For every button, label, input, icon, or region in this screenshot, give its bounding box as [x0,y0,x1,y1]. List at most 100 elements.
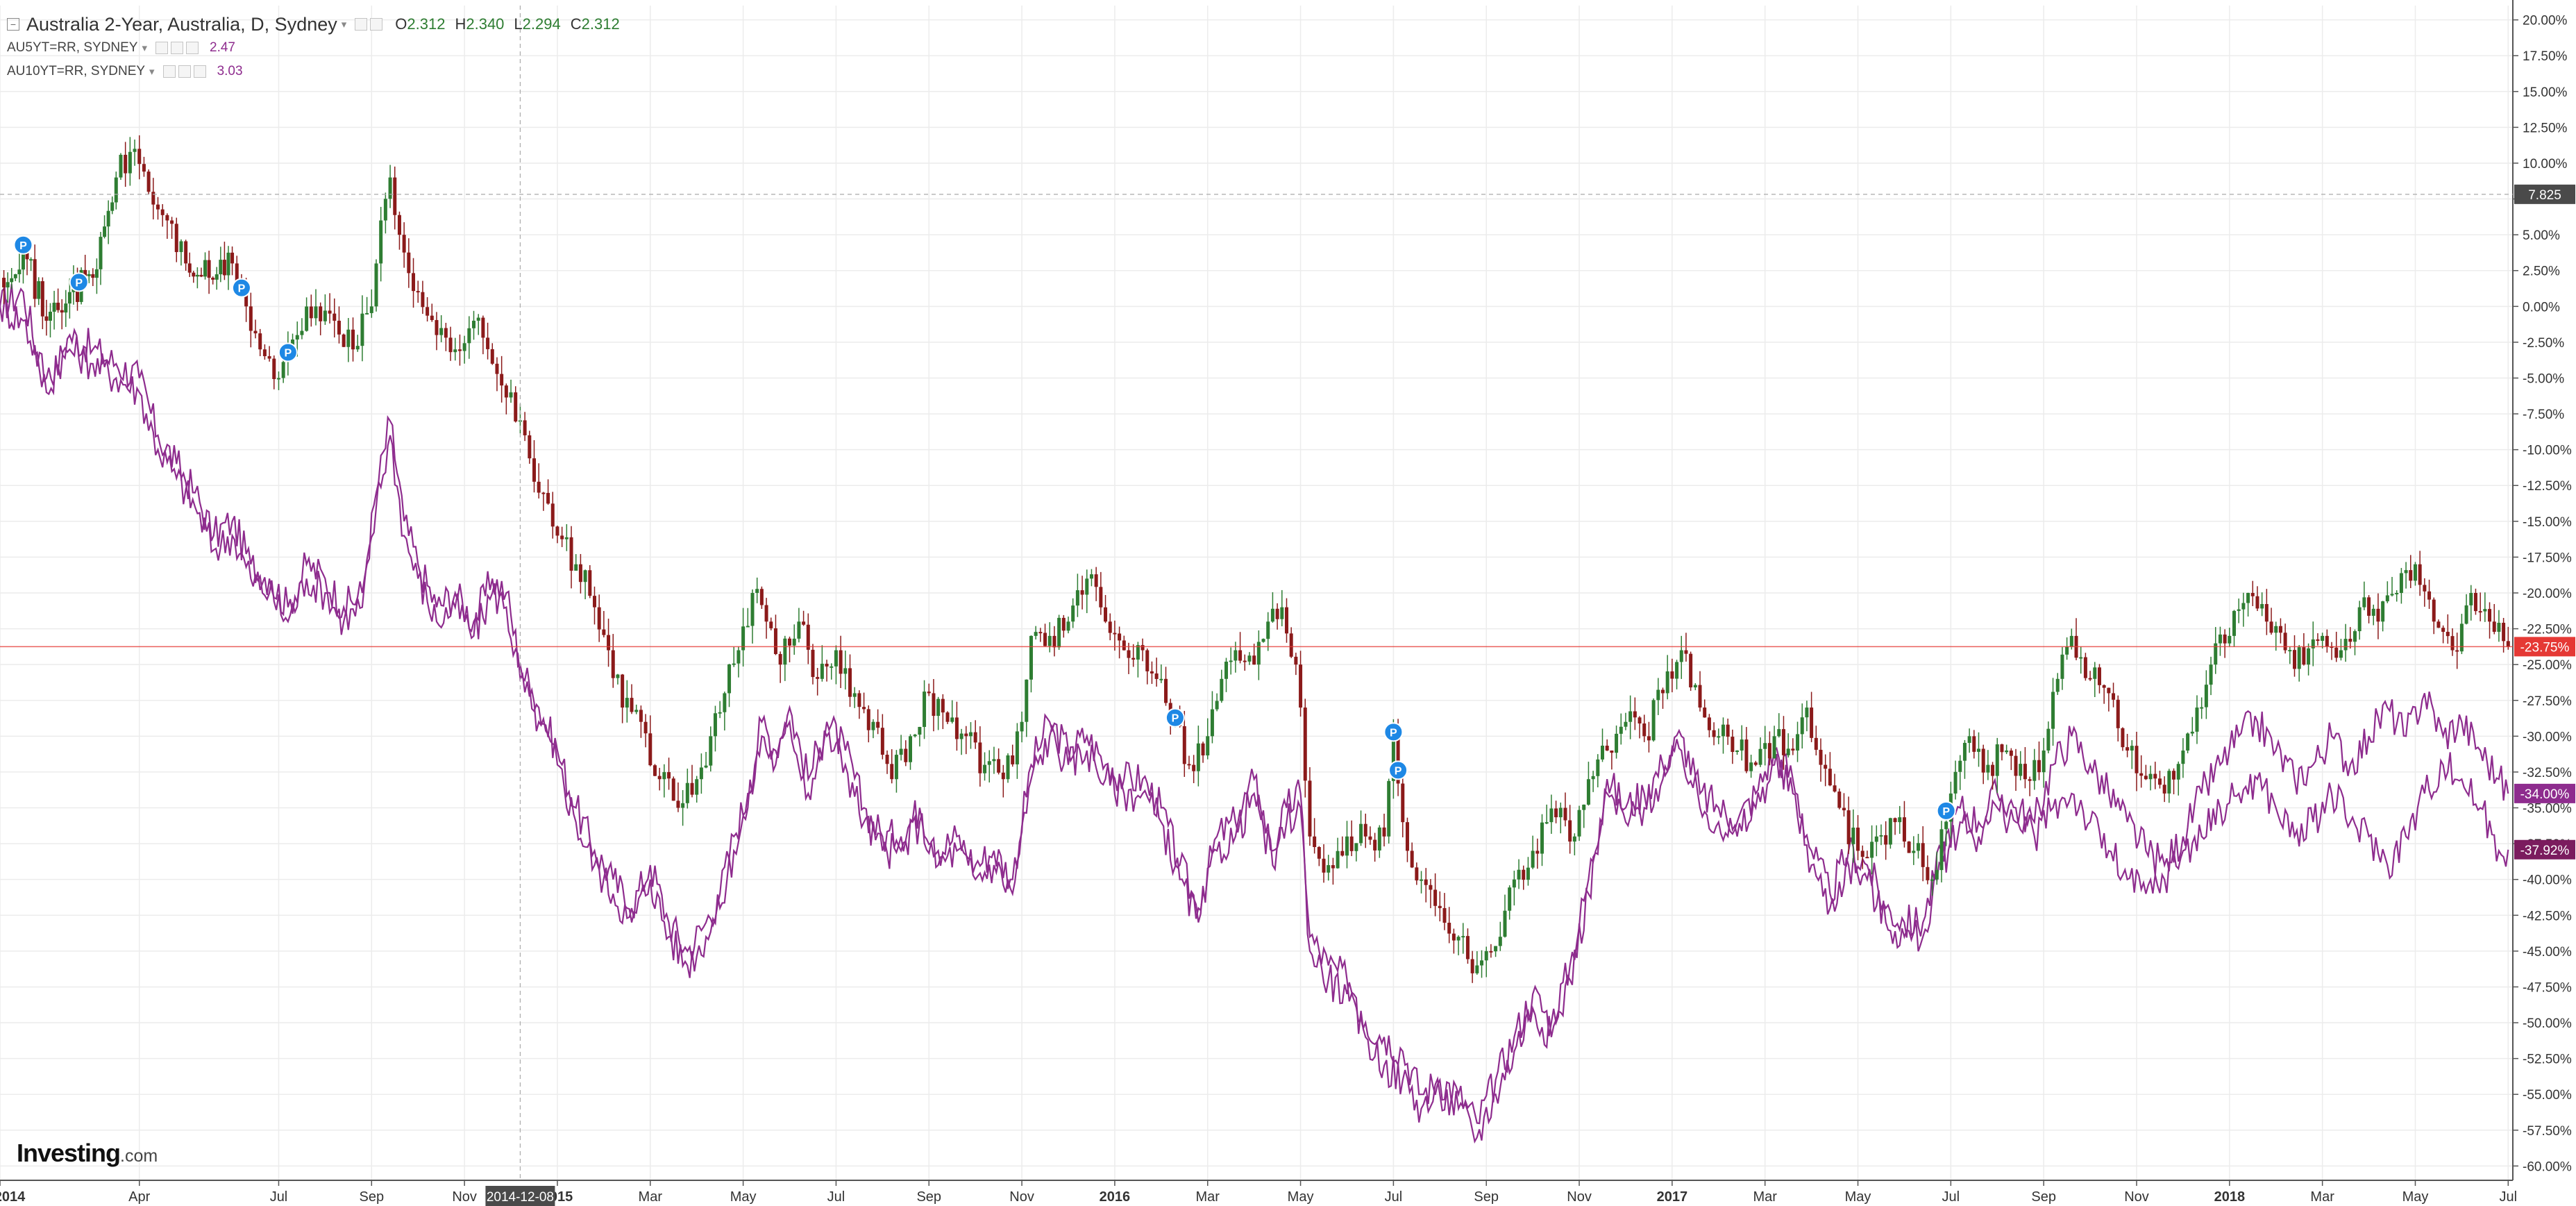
p-marker-icon[interactable] [1165,707,1185,728]
settings-icon[interactable] [355,18,368,31]
candle-body [249,306,253,331]
candle-body [2172,771,2176,780]
caret-down-icon[interactable]: ▾ [149,66,155,78]
p-marker-icon[interactable] [1936,801,1956,821]
candle-body [1118,633,1122,641]
settings-icon[interactable] [162,65,176,78]
y-tick-label: -57.50% [2523,1124,2572,1139]
candle-body [1461,936,1465,938]
candle-body [732,663,736,665]
candle-body [1939,829,1944,871]
candle-body [2102,685,2106,688]
candle-body [2418,564,2422,585]
candle-body [1582,804,1586,810]
candle-body [17,269,22,274]
x-tick-label: 2016 [1100,1189,1131,1205]
p-marker-icon[interactable] [278,342,298,362]
candle-body [1726,724,1730,737]
candle-body [1912,851,1916,853]
candle-body [219,260,223,275]
candle-body [1373,839,1377,851]
collapse-icon[interactable]: − [7,18,19,31]
candle-body [1071,605,1075,622]
candle-body [1833,785,1837,792]
candle-body [1601,745,1605,760]
p-marker-letter: P [285,348,292,360]
candle-body [1480,960,1484,966]
candle-body [1786,748,1790,755]
candle-body [2264,604,2268,622]
candle-body [481,317,485,338]
caret-down-icon[interactable]: ▾ [341,19,347,31]
candle-body [1596,759,1600,776]
candle-body [611,650,615,678]
candle-body [2343,639,2348,651]
close-icon[interactable] [186,42,199,54]
series-row-au5y: AU5YT=RR, SYDNEY ▾ 2.47 [7,36,620,60]
candle-body [1828,769,1832,786]
eye-icon[interactable] [370,18,383,31]
candle-body [681,803,685,808]
candle-body [1777,729,1781,737]
settings-icon[interactable] [155,42,169,54]
candle-body [1917,843,1921,851]
crosshair-price-tag-bg [2514,184,2575,204]
p-marker-icon[interactable] [1388,760,1408,780]
candle-body [383,199,387,221]
eye-icon[interactable] [178,65,191,78]
candle-body [1986,764,1990,773]
candle-body [6,282,10,287]
candle-body [1210,709,1214,737]
candle-body [2492,621,2496,632]
candle-body [222,260,226,276]
candle-body [2005,750,2009,753]
candle-body [195,274,199,277]
candle-body [978,742,982,773]
p-marker-icon[interactable] [13,235,33,255]
candle-body [300,330,304,335]
candle-body [114,177,118,203]
candle-body [1150,671,1154,673]
last-price-tag-bg [2514,637,2575,657]
candle-body [2302,647,2306,665]
candle-body [1605,745,1609,751]
candle-body [1781,729,1785,755]
close-icon[interactable] [193,65,206,78]
p-marker-letter: P [19,240,27,252]
candle-body [1238,650,1243,661]
p-marker-icon[interactable] [69,272,89,292]
candle-body [305,306,309,331]
p-marker-icon[interactable] [231,278,251,298]
candle-body [2176,764,2180,780]
candle-body [457,349,462,351]
candle-body [67,292,71,304]
candle-body [1052,635,1057,648]
candle-body [1679,650,1683,662]
candle-body [1572,836,1576,842]
candle-body [2023,764,2027,780]
candle-body [444,328,448,338]
candle-body [699,767,703,780]
close-value: 2.312 [581,15,620,33]
candle-body [648,733,653,766]
eye-icon[interactable] [171,42,184,54]
candle-body [1136,645,1140,660]
candle-body [365,312,369,315]
caret-down-icon[interactable]: ▾ [142,42,148,54]
candle-body [1870,841,1874,858]
p-marker-icon[interactable] [1383,722,1404,742]
candle-body [110,202,115,211]
candle-body [509,392,513,398]
logo-text: Investing [17,1139,121,1167]
candle-body [1619,726,1623,734]
candle-body [272,358,276,380]
candle-body [2144,776,2148,780]
candle-body [987,761,991,765]
candle-body [1865,857,1869,859]
candle-body [1717,736,1721,738]
candle-body [741,626,746,651]
candle-body [486,337,490,349]
candle-body [40,280,44,317]
candle-body [337,320,341,335]
